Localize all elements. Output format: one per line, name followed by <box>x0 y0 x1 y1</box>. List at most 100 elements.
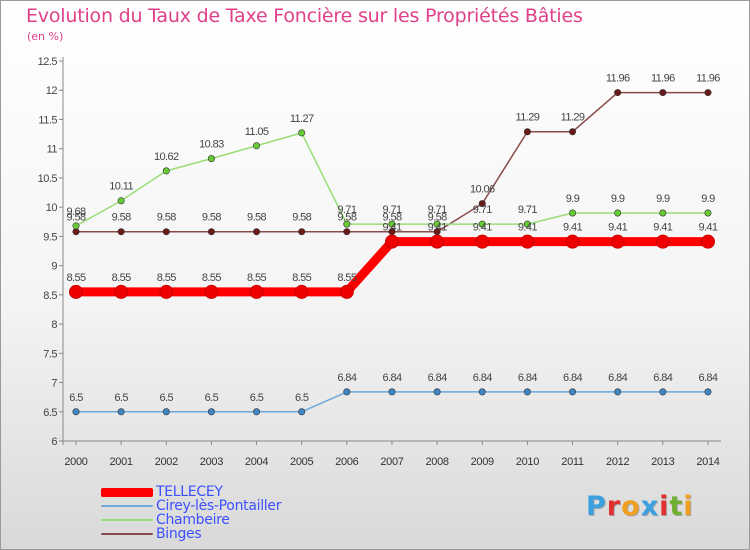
x-tick-label: 2008 <box>425 456 448 468</box>
data-label: 6.84 <box>563 372 582 384</box>
x-tick-label: 2001 <box>109 456 132 468</box>
data-label: 6.84 <box>518 372 537 384</box>
x-tick-label: 2007 <box>380 456 403 468</box>
data-point <box>339 284 354 299</box>
data-point <box>72 408 80 416</box>
data-point <box>207 228 215 236</box>
data-label: 9.9 <box>701 193 715 205</box>
data-label: 9.58 <box>157 212 176 224</box>
data-label: 6.84 <box>608 372 627 384</box>
y-tick-label: 10 <box>46 202 58 214</box>
data-label: 11.96 <box>696 73 720 85</box>
data-label: 11.96 <box>651 73 675 85</box>
data-point <box>433 220 441 228</box>
data-label: 9.58 <box>428 212 447 224</box>
data-point <box>162 408 170 416</box>
data-point <box>614 89 622 97</box>
x-tick-label: 2009 <box>471 456 494 468</box>
legend-label: Chambeire <box>156 512 230 528</box>
data-point <box>569 209 577 217</box>
chart-title: Evolution du Taux de Taxe Foncière sur l… <box>26 5 583 27</box>
legend-swatch <box>101 533 153 535</box>
data-point <box>475 234 490 249</box>
data-label: 6.84 <box>473 372 492 384</box>
data-label: 10.11 <box>109 181 133 193</box>
logo-letter: o <box>621 491 641 522</box>
x-tick-label: 2012 <box>606 456 629 468</box>
data-label: 11.29 <box>516 112 540 124</box>
y-tick-label: 8 <box>51 319 57 331</box>
data-point <box>614 388 622 396</box>
data-point <box>569 388 577 396</box>
data-point <box>523 220 531 228</box>
data-label: 10.83 <box>199 139 224 151</box>
series-line-TELLECEY <box>71 237 713 297</box>
data-point <box>162 167 170 175</box>
data-point <box>159 284 174 299</box>
y-tick-label: 9 <box>51 261 57 273</box>
y-tick-label: 7.5 <box>43 348 57 360</box>
chart-subtitle: (en %) <box>27 30 64 43</box>
data-label: 11.96 <box>606 73 630 85</box>
data-label: 9.58 <box>382 212 401 224</box>
data-label: 10.06 <box>470 184 495 196</box>
x-tick-label: 2013 <box>651 456 674 468</box>
data-point <box>72 228 80 236</box>
data-label: 11.05 <box>245 126 269 138</box>
data-point <box>117 228 125 236</box>
data-label: 9.68 <box>66 206 85 218</box>
data-label: 6.84 <box>428 372 447 384</box>
data-point <box>704 209 712 217</box>
data-point <box>704 388 712 396</box>
y-tick-label: 7 <box>51 378 57 390</box>
data-point <box>388 220 396 228</box>
data-point <box>343 228 351 236</box>
data-point <box>117 408 125 416</box>
x-tick-label: 2003 <box>200 456 223 468</box>
y-tick-label: 6.5 <box>43 407 57 419</box>
data-label: 6.5 <box>295 392 309 404</box>
data-label: 6.5 <box>114 392 128 404</box>
data-label: 9.41 <box>473 222 492 234</box>
data-label: 9.9 <box>656 193 670 205</box>
x-tick-label: 2002 <box>155 456 178 468</box>
data-label: 6.84 <box>337 372 356 384</box>
data-point <box>114 284 129 299</box>
y-tick-label: 8.5 <box>43 290 57 302</box>
data-label: 9.41 <box>563 222 582 234</box>
data-point <box>614 209 622 217</box>
y-tick-label: 9.5 <box>43 231 57 243</box>
data-label: 8.55 <box>292 272 311 284</box>
data-label: 8.55 <box>66 272 85 284</box>
data-point <box>298 408 306 416</box>
data-point <box>433 388 441 396</box>
y-tick-label: 12 <box>46 85 58 97</box>
data-point <box>478 388 486 396</box>
data-label: 9.58 <box>292 212 311 224</box>
logo-letter: t <box>669 491 684 522</box>
data-label: 9.71 <box>382 204 401 216</box>
x-tick-label: 2005 <box>290 456 313 468</box>
data-point <box>659 388 667 396</box>
data-point <box>388 388 396 396</box>
data-point <box>430 234 445 249</box>
data-label: 6.5 <box>160 392 174 404</box>
data-point <box>294 284 309 299</box>
data-label: 9.9 <box>566 193 580 205</box>
x-tick-label: 2010 <box>516 456 539 468</box>
y-tick-label: 11 <box>47 144 58 156</box>
data-point <box>569 128 577 136</box>
y-tick-label: 10.5 <box>38 173 58 185</box>
data-label: 9.71 <box>518 204 537 216</box>
logo-letter: i <box>659 491 670 522</box>
data-label: 6.84 <box>698 372 717 384</box>
data-label: 9.71 <box>428 204 447 216</box>
x-tick-label: 2011 <box>561 456 584 468</box>
data-label: 9.41 <box>428 222 447 234</box>
x-tick-label: 2004 <box>245 456 268 468</box>
data-point <box>162 228 170 236</box>
logo-letter: x <box>640 491 660 522</box>
data-point <box>298 228 306 236</box>
data-label: 9.58 <box>66 212 85 224</box>
data-point <box>523 128 531 136</box>
